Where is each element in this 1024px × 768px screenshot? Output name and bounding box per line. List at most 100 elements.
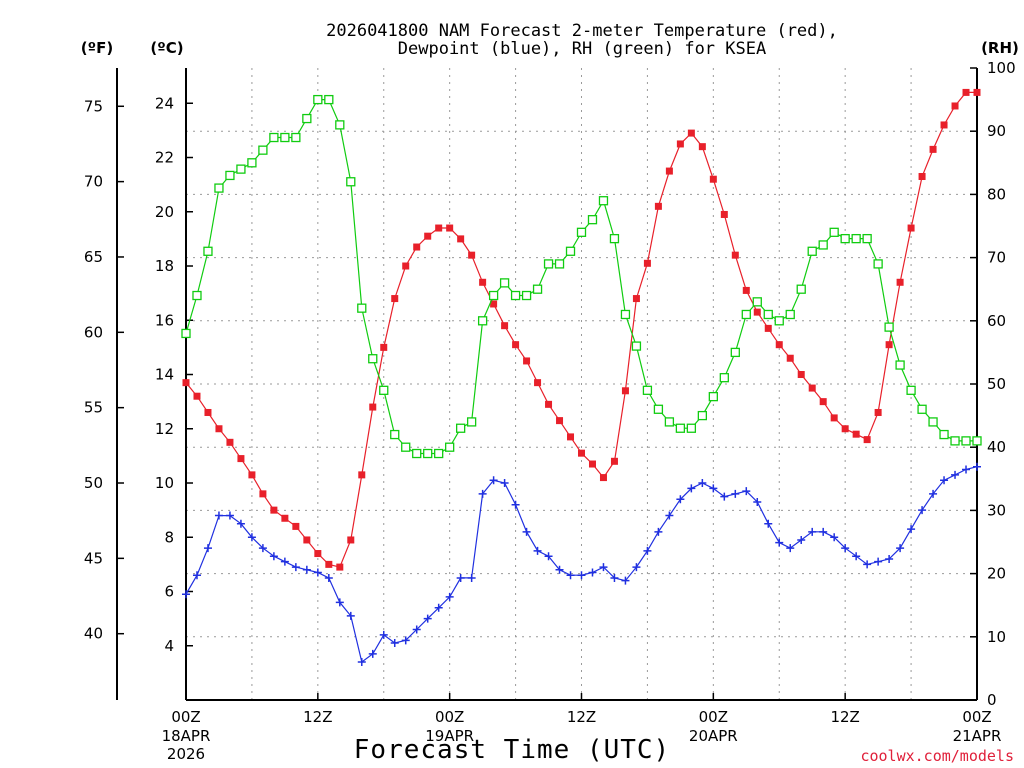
2-meter-temperature-point xyxy=(391,295,399,303)
rh-point xyxy=(214,183,224,193)
rh-point xyxy=(697,410,707,421)
rh-point xyxy=(818,240,828,250)
fahrenheit-tick-label: 55 xyxy=(84,399,103,417)
dewpoint-point xyxy=(379,630,388,639)
dewpoint-point xyxy=(808,527,817,536)
rh-point xyxy=(335,120,345,130)
2-meter-temperature-point xyxy=(556,417,564,425)
rh-point xyxy=(477,316,488,326)
rh-unit-label: (RH) xyxy=(981,39,1019,57)
x-tick-label: 12Z xyxy=(830,708,859,726)
dewpoint-point xyxy=(775,538,784,547)
dewpoint-point xyxy=(786,544,795,553)
rh-point xyxy=(357,303,367,313)
celsius-tick-label: 22 xyxy=(155,149,174,167)
dewpoint-point xyxy=(280,557,289,566)
2-meter-temperature-point xyxy=(237,455,245,463)
dewpoint-point xyxy=(203,544,212,553)
rh-point xyxy=(302,113,312,124)
dewpoint-point xyxy=(467,573,476,582)
dewpoint-point xyxy=(632,563,641,572)
rh-point xyxy=(466,417,477,427)
dewpoint-point xyxy=(390,639,399,648)
rh-point xyxy=(181,328,191,339)
dewpoint-point xyxy=(951,470,960,479)
dewpoint-point xyxy=(182,590,190,599)
grid-lines xyxy=(186,68,977,700)
dewpoint-point xyxy=(896,544,905,553)
2-meter-temperature-point xyxy=(468,251,476,259)
rh-point xyxy=(247,158,257,168)
rh-tick-label: 80 xyxy=(987,185,1006,203)
2-meter-temperature-point xyxy=(567,433,575,441)
rh-point xyxy=(620,309,631,320)
rh-point xyxy=(829,227,839,237)
x-tick-date-label: 18APR xyxy=(162,727,211,745)
axes xyxy=(116,67,978,701)
fahrenheit-tick-label: 75 xyxy=(84,97,103,115)
dewpoint-point xyxy=(643,546,652,555)
rh-point xyxy=(598,196,609,206)
rh-tick-label: 60 xyxy=(987,312,1006,330)
2-meter-temperature-point xyxy=(731,251,739,259)
dewpoint-point xyxy=(412,625,421,634)
rh-point xyxy=(730,347,740,358)
x-tick-label: 00Z xyxy=(435,708,464,726)
celsius-tick-label: 12 xyxy=(155,420,174,438)
dewpoint-point xyxy=(445,592,454,601)
2-meter-temperature-point xyxy=(314,550,322,558)
2-meter-temperature-point xyxy=(380,343,388,351)
dewpoint-point xyxy=(423,614,432,623)
dewpoint-point xyxy=(621,576,630,585)
data-series xyxy=(181,88,982,667)
rh-point xyxy=(906,385,916,395)
chart-title-line2: Dewpoint (blue), RH (green) for KSEA xyxy=(398,39,766,59)
rh-tick-label: 40 xyxy=(987,438,1006,456)
celsius-tick-label: 24 xyxy=(155,94,174,112)
2-meter-temperature-point xyxy=(896,278,904,286)
dewpoint-point xyxy=(764,519,773,528)
dewpoint-point xyxy=(324,573,333,582)
dewpoint-point xyxy=(269,552,278,561)
x-tick-label: 12Z xyxy=(303,708,332,726)
fahrenheit-tick-label: 60 xyxy=(84,323,103,341)
2-meter-temperature-point xyxy=(962,88,970,96)
2-meter-temperature-point xyxy=(193,392,201,400)
dewpoint-point xyxy=(852,552,861,561)
2-meter-temperature-point xyxy=(204,408,212,416)
2-meter-temperature-point xyxy=(479,278,487,286)
dewpoint-point xyxy=(335,598,344,607)
2-meter-temperature-point xyxy=(951,102,959,110)
celsius-tick-label: 6 xyxy=(164,583,174,601)
2-meter-temperature-point xyxy=(215,425,223,433)
rh-point xyxy=(445,442,455,452)
dewpoint-point xyxy=(434,603,443,612)
fahrenheit-tick-label: 70 xyxy=(84,173,103,191)
rh-tick-label: 30 xyxy=(987,501,1006,519)
2-meter-temperature-point xyxy=(413,243,421,251)
dewpoint-point xyxy=(225,511,234,520)
2-meter-temperature-point xyxy=(940,121,948,129)
2-meter-temperature-point xyxy=(698,143,706,151)
fahrenheit-tick-label: 40 xyxy=(84,625,103,643)
x-axis-label: Forecast Time (UTC) xyxy=(354,735,670,765)
2-meter-temperature-point xyxy=(435,224,443,232)
dewpoint-point xyxy=(665,511,674,520)
dewpoint-point xyxy=(731,489,740,498)
2-meter-temperature-point xyxy=(742,286,750,294)
credit-link[interactable]: coolwx.com/models xyxy=(860,747,1014,765)
celsius-tick-label: 20 xyxy=(155,203,174,221)
2-meter-temperature-point xyxy=(632,295,640,303)
rh-point xyxy=(401,442,411,452)
2-meter-temperature-point xyxy=(841,425,849,433)
2-meter-temperature-point xyxy=(775,341,783,349)
dewpoint-point xyxy=(258,544,267,553)
dewpoint-point xyxy=(500,479,509,488)
2-meter-temperature-point xyxy=(665,167,673,175)
2-meter-temperature-point xyxy=(676,140,684,148)
rh-point xyxy=(269,132,279,143)
celsius-unit-label: (ºC) xyxy=(150,39,183,57)
2-meter-temperature-point xyxy=(424,232,432,240)
rh-point xyxy=(521,290,532,301)
celsius-tick-label: 10 xyxy=(155,474,174,492)
